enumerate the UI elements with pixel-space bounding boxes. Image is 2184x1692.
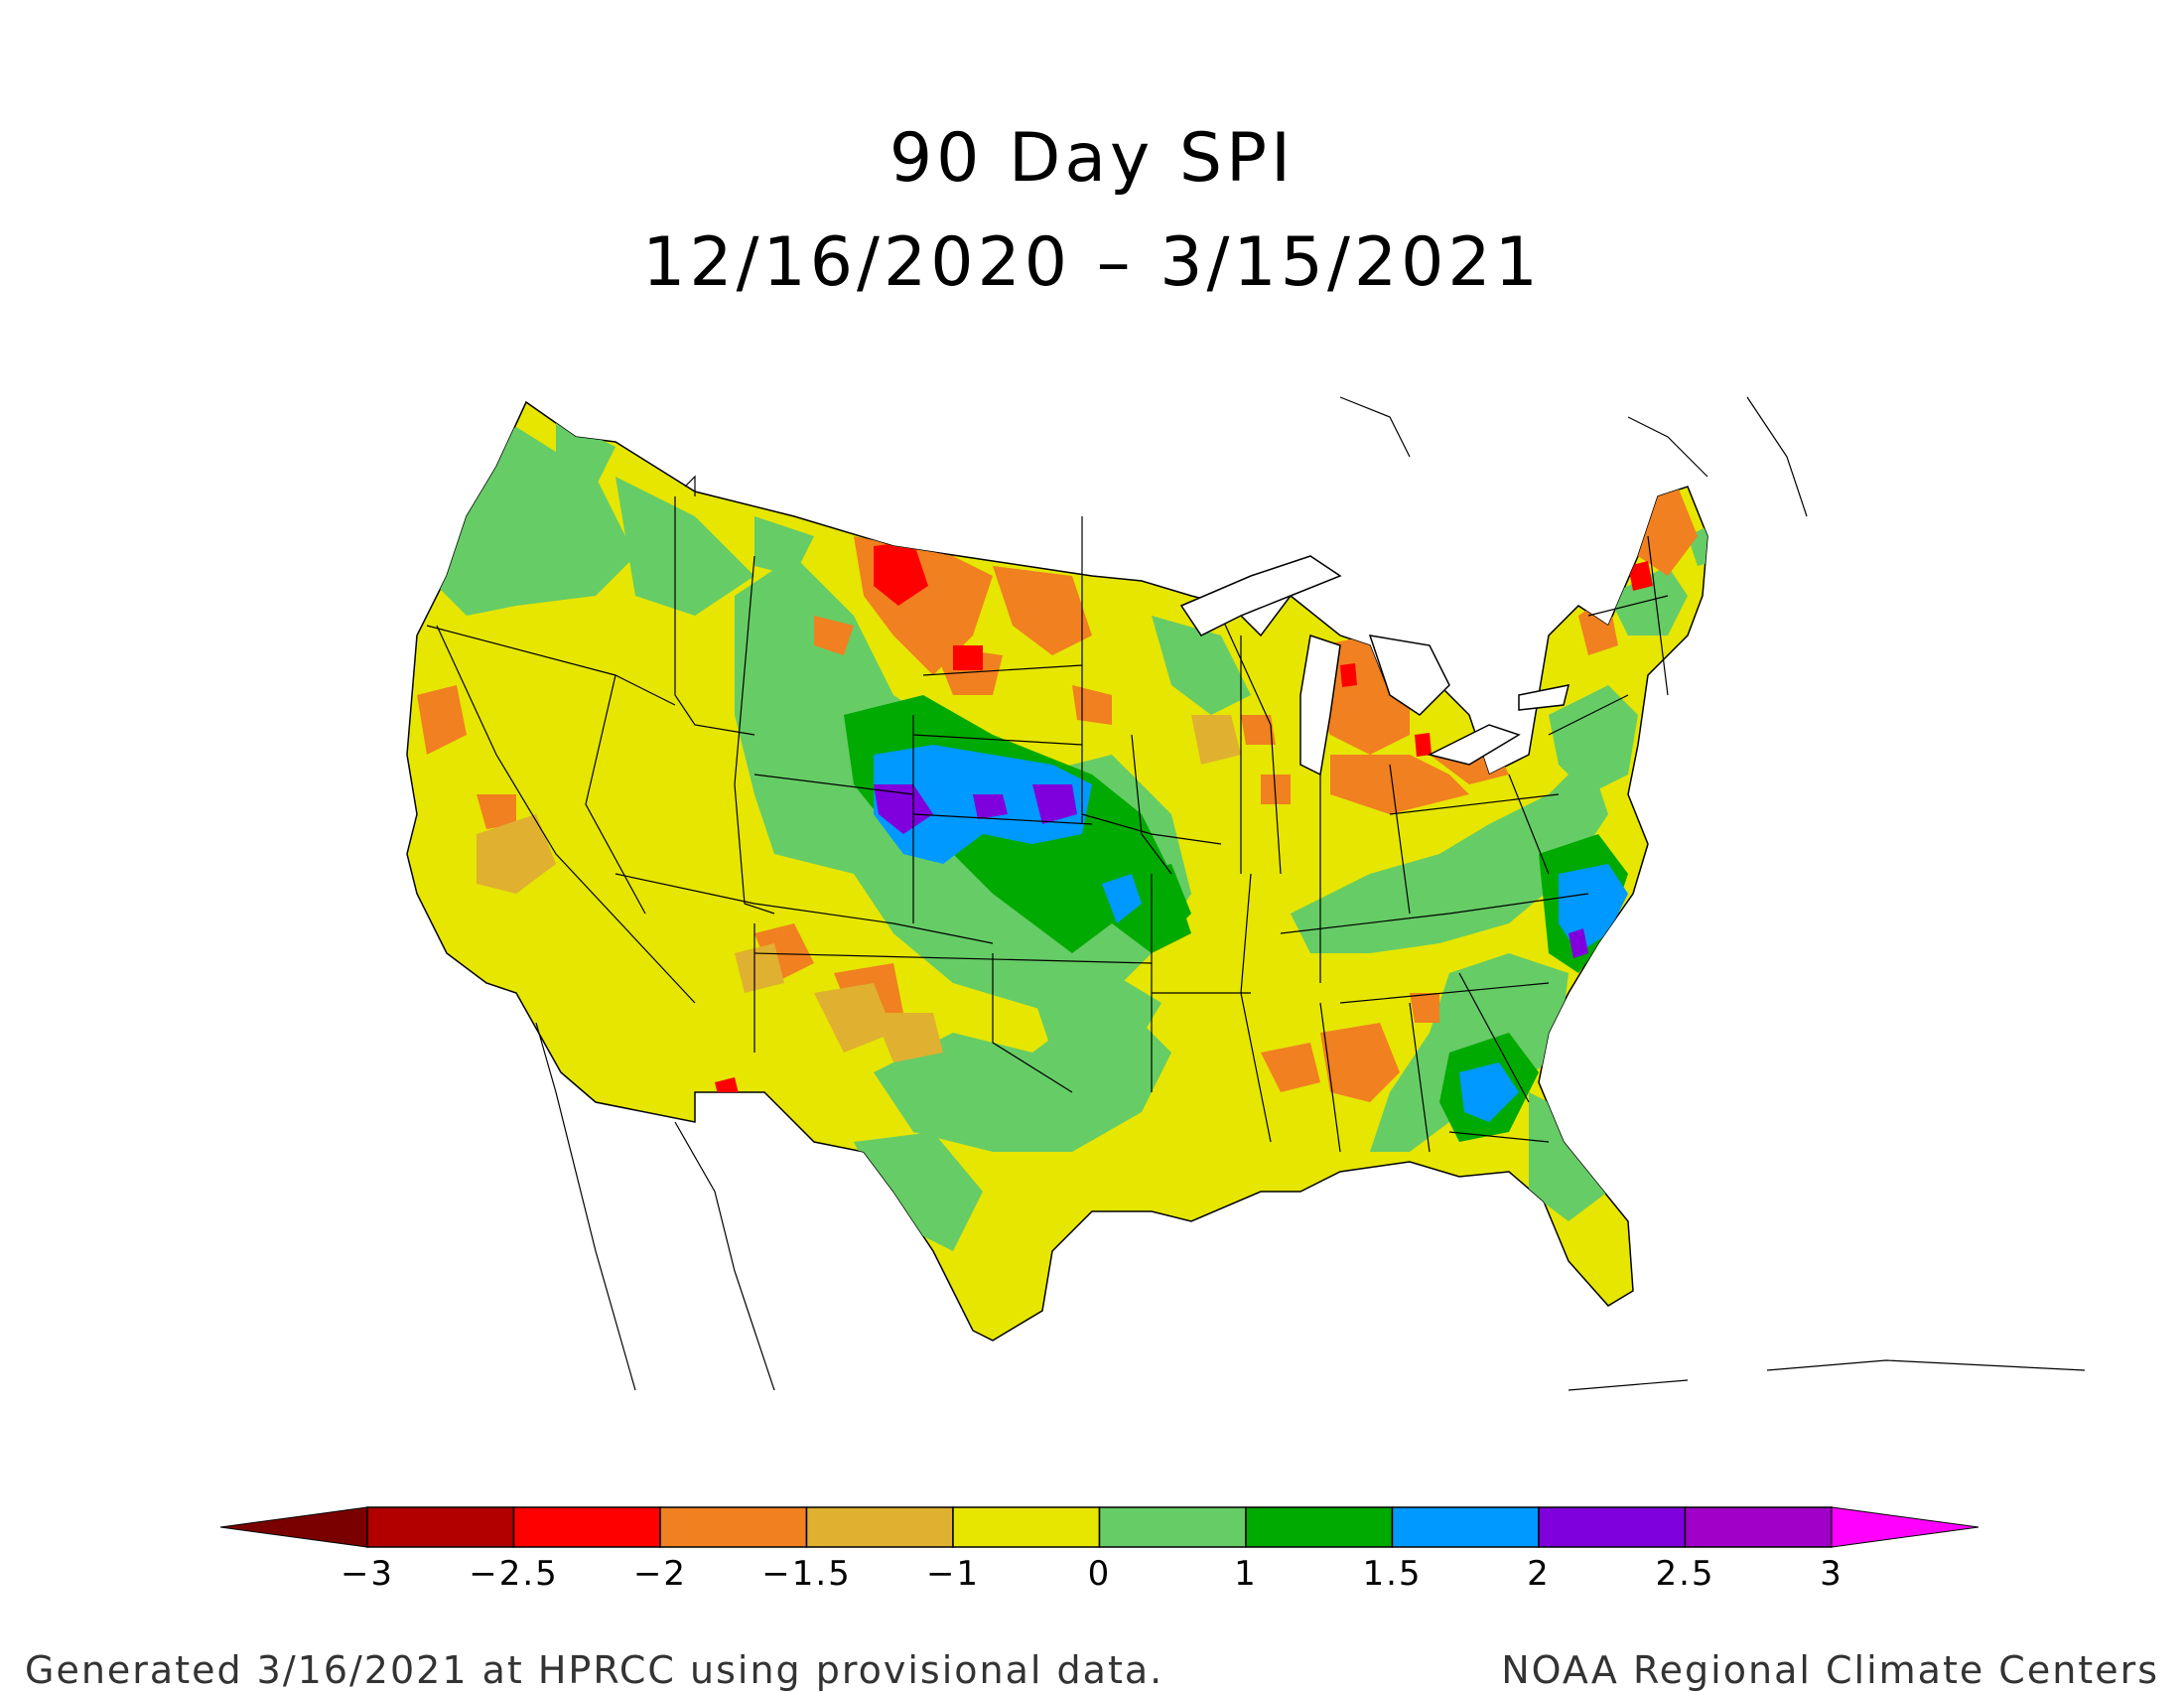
- colorbar-tick-label: −3: [341, 1554, 394, 1594]
- colorbar-tick-label: −1.5: [761, 1554, 852, 1594]
- colorbar-below-min: [219, 1506, 368, 1548]
- source-credit: NOAA Regional Climate Centers: [1501, 1648, 2159, 1692]
- colorbar-tick-label: −1: [926, 1554, 980, 1594]
- colorbar-above-max: [1831, 1506, 1979, 1548]
- colorbar-bin: [1245, 1506, 1394, 1548]
- colorbar-bin: [1684, 1506, 1833, 1548]
- map-title: 90 Day SPI: [888, 119, 1296, 198]
- colorbar-bin: [659, 1506, 808, 1548]
- lake-erie: [1427, 724, 1521, 766]
- colorbar-tick-label: 2: [1527, 1554, 1551, 1594]
- neighbor-coastlines: [535, 396, 2086, 1391]
- lake-superior: [1179, 555, 1342, 636]
- lake-michigan: [1299, 634, 1341, 776]
- colorbar-tick-label: 2.5: [1655, 1554, 1714, 1594]
- colorbar-bin: [952, 1506, 1101, 1548]
- colorbar-tick-label: −2.5: [469, 1554, 559, 1594]
- colorbar-bin: [512, 1506, 661, 1548]
- colorbar-bin: [366, 1506, 515, 1548]
- colorbar-bin: [805, 1506, 954, 1548]
- colorbar-bin: [1098, 1506, 1247, 1548]
- colorbar-tick-label: 1.5: [1362, 1554, 1422, 1594]
- state-boundaries: [426, 475, 1669, 1153]
- colorbar-tick-label: 3: [1820, 1554, 1843, 1594]
- colorbar-tick-label: −2: [633, 1554, 687, 1594]
- map-date-range: 12/16/2020 – 3/15/2021: [642, 223, 1542, 302]
- generated-note: Generated 3/16/2021 at HPRCC using provi…: [25, 1648, 1164, 1692]
- lake-ontario: [1518, 684, 1570, 711]
- colorbar-bin: [1391, 1506, 1540, 1548]
- colorbar-tick-label: 1: [1234, 1554, 1258, 1594]
- colorbar-bin: [1538, 1506, 1687, 1548]
- colorbar-tick-label: 0: [1088, 1554, 1112, 1594]
- lake-huron: [1368, 634, 1450, 716]
- great-lakes: [1179, 555, 1570, 776]
- spi-contours: [417, 417, 1707, 1251]
